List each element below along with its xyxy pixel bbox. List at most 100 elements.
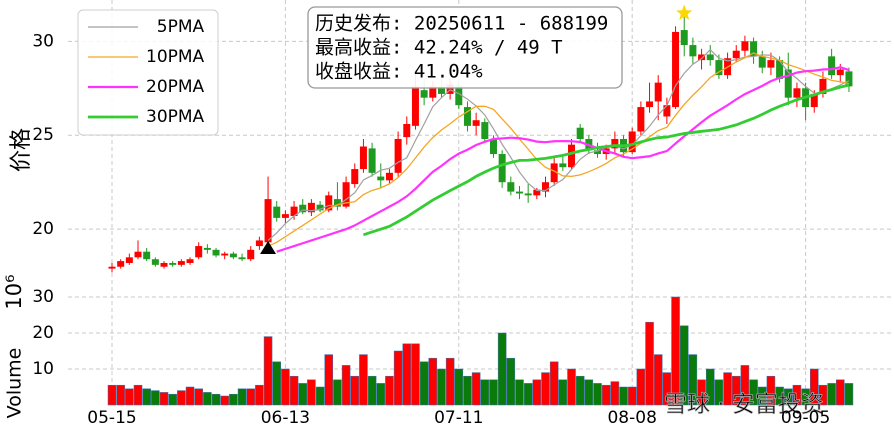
volume-bar <box>463 375 472 406</box>
volume-bar <box>584 379 594 406</box>
candle-body <box>533 189 541 196</box>
candle-body <box>281 214 289 218</box>
candle-body <box>750 41 758 57</box>
ma-line <box>267 48 850 241</box>
ma-line <box>276 66 850 253</box>
volume-bar <box>194 388 203 406</box>
candle-body <box>793 88 801 98</box>
candle-body <box>238 257 246 260</box>
candle-body <box>333 199 341 207</box>
ma-line <box>362 83 850 237</box>
candle-body <box>776 60 784 79</box>
candle-body <box>515 191 523 194</box>
volume-bar <box>636 368 646 406</box>
volume-bar <box>506 357 516 406</box>
volume-bar <box>653 354 663 406</box>
annotation-line: 最高收益: 42.24% / 49 T <box>315 37 563 59</box>
volume-bar <box>688 354 698 406</box>
volume-bar <box>263 336 273 406</box>
y-tick-label: 20 <box>32 219 54 239</box>
candle-body <box>411 86 419 126</box>
candle-body <box>377 176 385 181</box>
candle-body <box>559 163 567 168</box>
volume-bar <box>810 368 819 406</box>
volume-bar <box>662 372 672 406</box>
volume-bar <box>237 388 247 406</box>
volume-bar <box>705 368 715 406</box>
volume-bar <box>792 384 802 406</box>
candle-body <box>481 122 489 139</box>
volume-bar <box>740 365 750 406</box>
candle-body <box>550 163 558 183</box>
volume-bar <box>393 350 403 406</box>
volume-bar <box>497 332 507 406</box>
y-axis-label: 价格 <box>9 128 34 172</box>
volume-bar <box>211 393 221 406</box>
candle-body <box>845 71 853 87</box>
candle-body <box>255 240 263 247</box>
volume-bar <box>220 395 229 406</box>
volume-axis-label: Volume <box>4 348 26 419</box>
candle-body <box>177 261 185 265</box>
candle-body <box>169 262 177 265</box>
candle-body <box>221 253 229 256</box>
candle-body <box>351 169 359 185</box>
volume-bar <box>454 368 464 406</box>
candle-body <box>429 86 437 98</box>
volume-bar <box>151 390 160 406</box>
volume-bar <box>133 384 143 406</box>
volume-bar <box>775 386 784 406</box>
candle-body <box>108 266 116 269</box>
x-tick-label: 07-11 <box>434 408 483 428</box>
volume-bar <box>428 357 438 406</box>
volume-bar <box>567 368 576 406</box>
candle-body <box>134 251 142 258</box>
volume-bar <box>827 383 836 406</box>
peak-marker <box>676 4 693 21</box>
volume-bar <box>350 375 360 406</box>
candle-body <box>715 60 723 76</box>
volume-bar <box>818 384 828 406</box>
candle-body <box>368 148 376 173</box>
candle-body <box>810 93 818 108</box>
volume-bar <box>411 343 420 406</box>
candle-body <box>524 193 532 196</box>
volume-bar <box>107 384 117 406</box>
candle-body <box>463 107 471 126</box>
x-tick-label: 09-05 <box>781 408 830 428</box>
candle-body <box>359 146 367 170</box>
candle-body <box>828 56 836 76</box>
annotation-line: 历史发布: 20250611 - 688199 <box>315 13 608 35</box>
volume-bar <box>532 379 542 406</box>
candle-body <box>637 107 645 132</box>
candle-body <box>290 206 298 217</box>
volume-bar <box>645 321 654 406</box>
candle-body <box>455 86 463 106</box>
volume-bar <box>593 383 602 406</box>
candle-body <box>680 30 688 46</box>
volume-bar <box>758 386 767 406</box>
candle-body <box>151 259 159 265</box>
watermark: 雪球 · 安富投资 <box>664 392 824 418</box>
candle-body <box>342 182 350 207</box>
candle-body <box>394 139 402 173</box>
y-tick-label: 30 <box>32 31 54 51</box>
volume-bar <box>541 372 550 406</box>
annotation-box <box>307 6 623 89</box>
volume-bar <box>558 379 568 406</box>
volume-bar <box>246 388 255 406</box>
volume-bar <box>471 372 481 406</box>
y-tick-label: 20 <box>32 323 54 343</box>
volume-bar <box>341 365 351 406</box>
candle-body <box>836 69 844 76</box>
candle-body <box>741 41 749 51</box>
volume-bar <box>575 375 585 406</box>
candle-body <box>594 150 602 155</box>
volume-bar <box>376 383 386 406</box>
volume-bar <box>714 379 724 406</box>
volume-bar <box>671 296 680 406</box>
volume-bar <box>402 343 412 406</box>
volume-bar <box>549 361 559 406</box>
buy-marker <box>260 240 277 254</box>
